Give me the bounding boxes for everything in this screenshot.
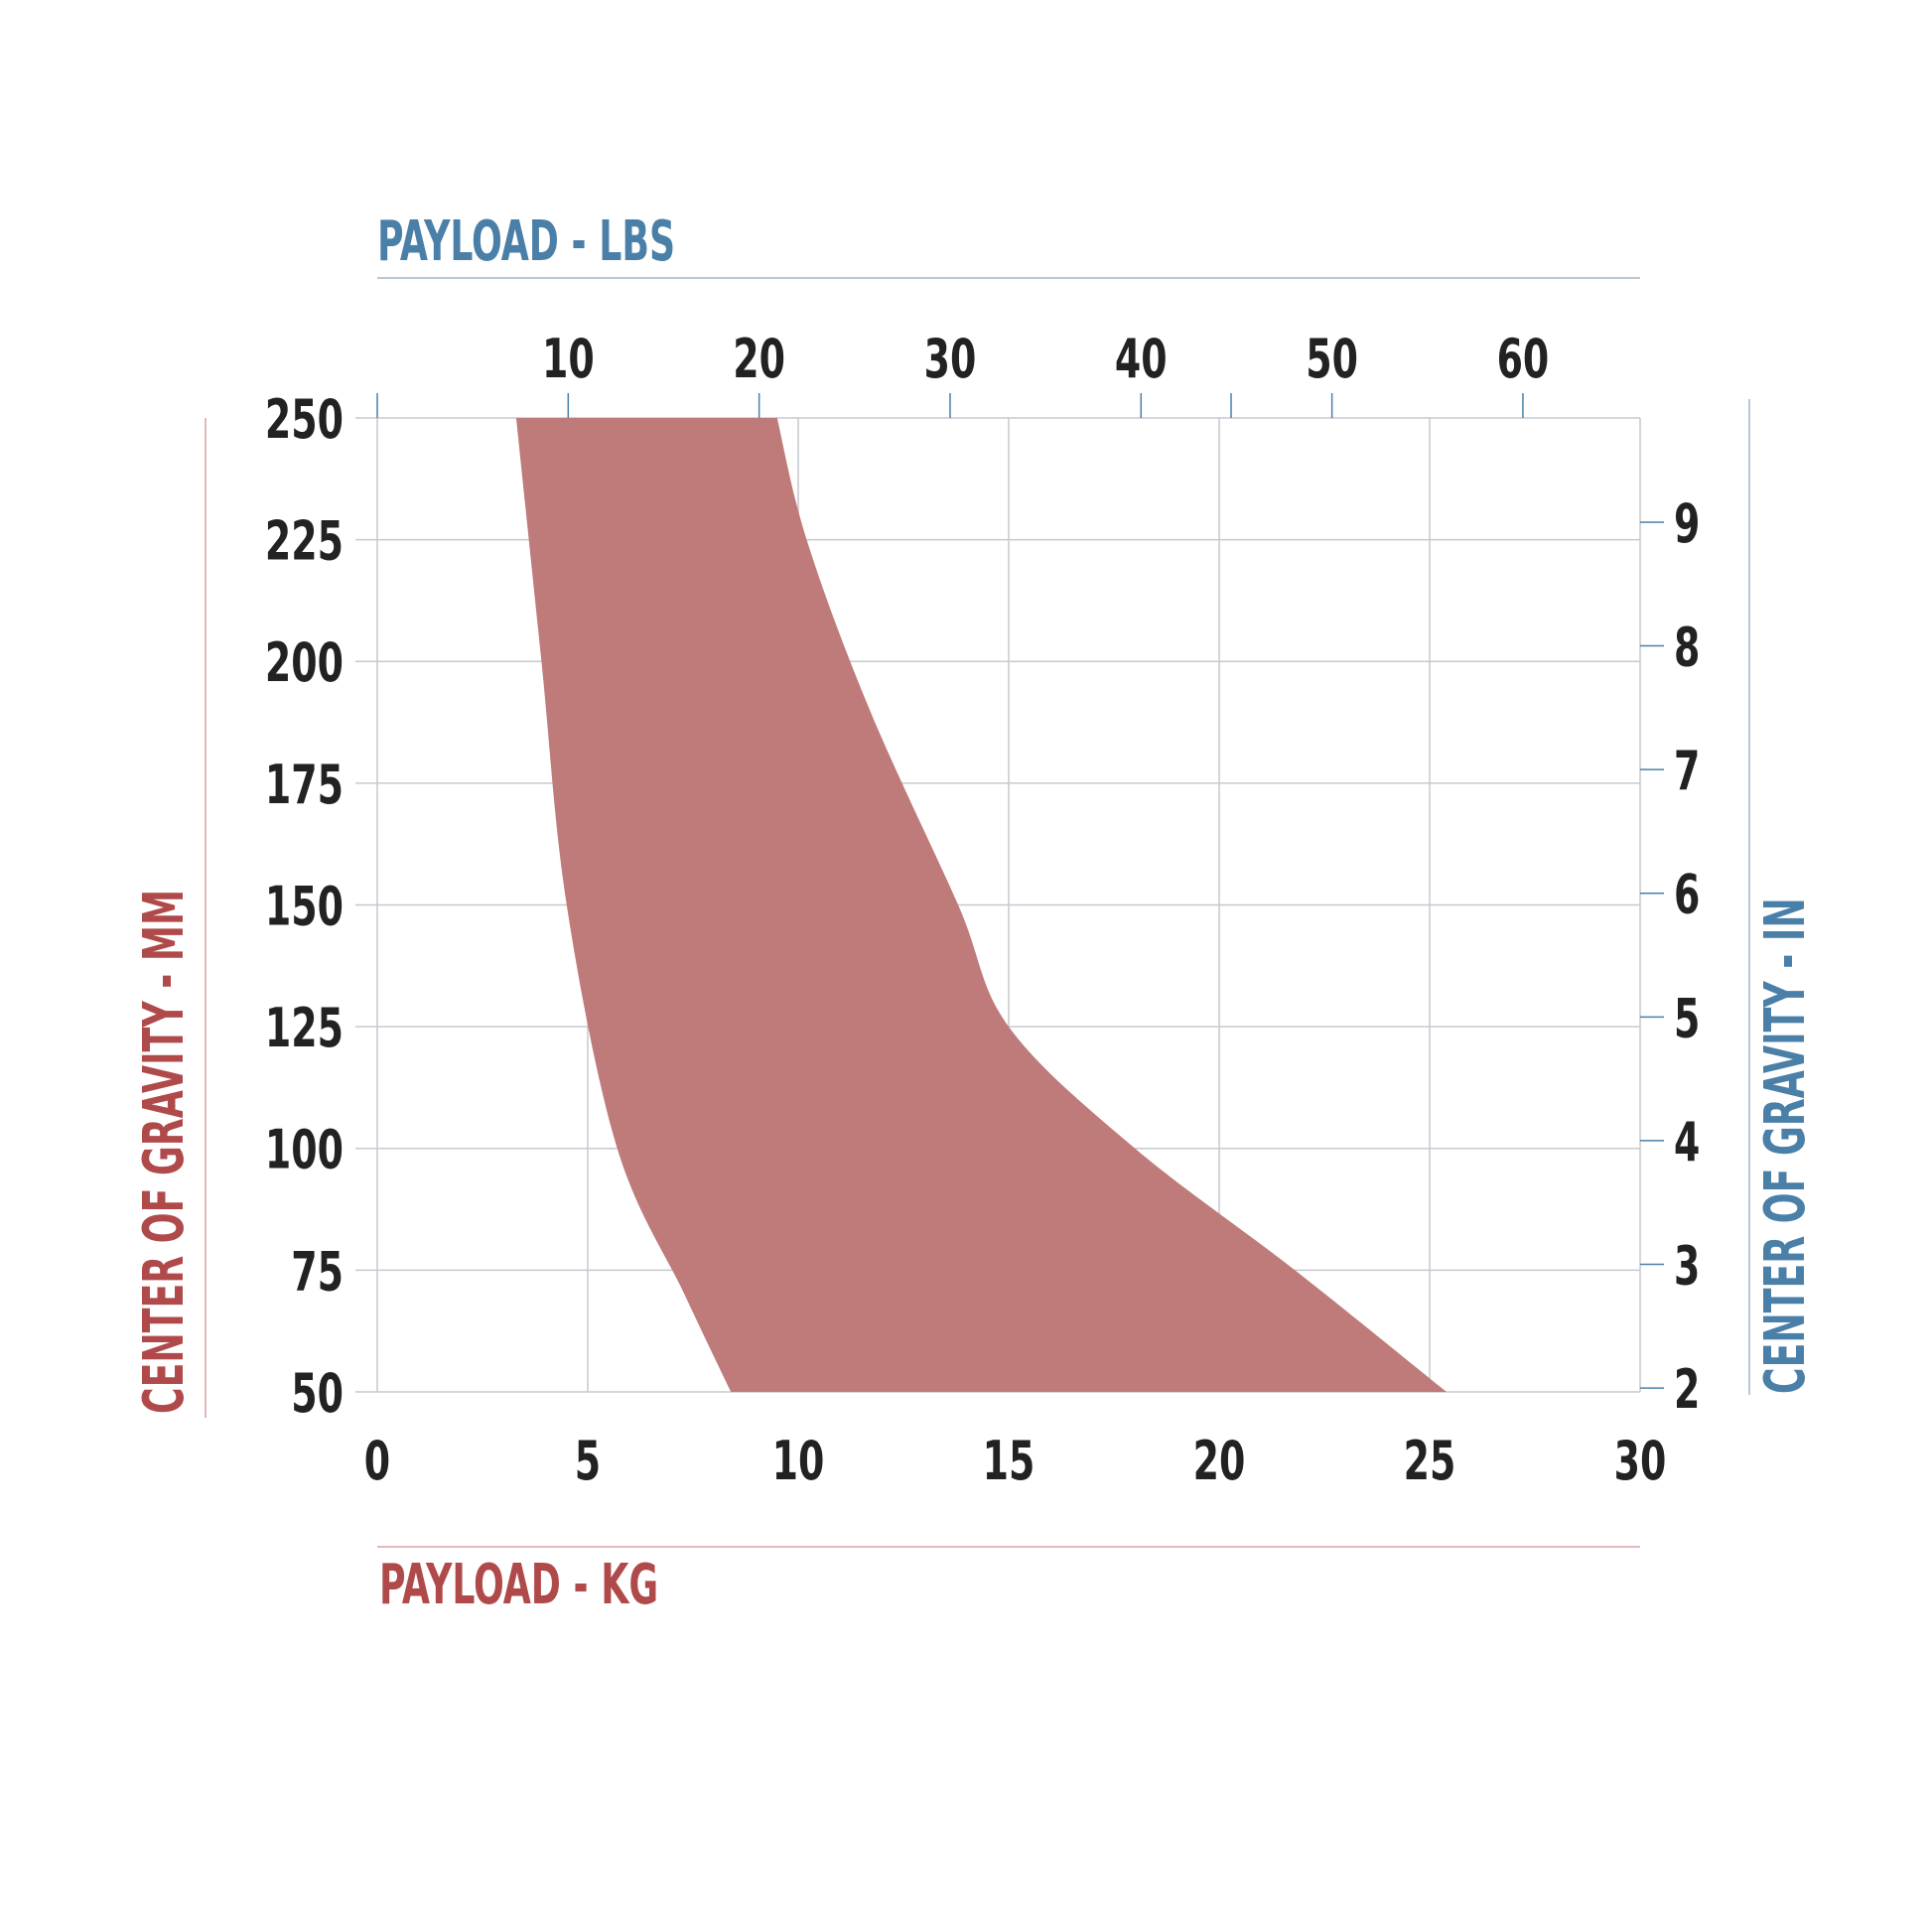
x-primary-axis-title: PAYLOAD - KG — [379, 1552, 658, 1616]
x-secondary-tick-label: 10 — [542, 329, 595, 390]
y-secondary-tick-label: 5 — [1674, 988, 1700, 1049]
x-secondary-tick-label: 50 — [1306, 329, 1358, 390]
y-primary-tick-label: 250 — [265, 389, 344, 451]
x-secondary-axis-title: PAYLOAD - LBS — [377, 208, 675, 273]
y-secondary-tick-label: 8 — [1674, 617, 1700, 678]
y-secondary-tick-label: 2 — [1674, 1359, 1700, 1421]
y-primary-tick-label: 175 — [265, 755, 344, 816]
y-secondary-tick-label: 9 — [1674, 493, 1700, 555]
x-primary-tick-label: 25 — [1404, 1431, 1456, 1492]
x-secondary-tick-label: 20 — [733, 329, 785, 390]
y-primary-tick-label: 125 — [265, 998, 344, 1059]
y-secondary-tick-label: 3 — [1674, 1235, 1700, 1297]
x-primary-tick-label: 5 — [575, 1431, 601, 1492]
x-secondary-tick-label: 40 — [1115, 329, 1168, 390]
y-primary-tick-label: 50 — [291, 1363, 344, 1425]
y-secondary-tick-label: 4 — [1674, 1112, 1700, 1173]
y-primary-tick-label: 225 — [265, 511, 344, 573]
payload-band — [515, 418, 1447, 1392]
x-primary-tick-label: 0 — [364, 1431, 390, 1492]
y-primary-tick-label: 75 — [291, 1241, 344, 1303]
x-primary-tick-label: 15 — [983, 1431, 1035, 1492]
x-secondary-tick-label: 30 — [924, 329, 977, 390]
y-secondary-axis-title: CENTER OF GRAVITY - IN — [1752, 897, 1817, 1394]
x-secondary-tick-label: 60 — [1497, 329, 1550, 390]
y-primary-axis-title: CENTER OF GRAVITY - MM — [131, 890, 196, 1414]
payload-area — [515, 418, 1447, 1392]
y-primary-tick-label: 200 — [265, 632, 344, 694]
x-primary-tick-label: 20 — [1193, 1431, 1246, 1492]
y-primary-tick-label: 100 — [265, 1120, 344, 1181]
axis-titles: PAYLOAD - LBS PAYLOAD - KG CENTER OF GRA… — [131, 208, 1817, 1616]
y-primary-tick-label: 150 — [265, 876, 344, 937]
y-secondary-tick-label: 7 — [1674, 741, 1700, 802]
x-primary-tick-label: 10 — [772, 1431, 825, 1492]
x-primary-tick-label: 30 — [1614, 1431, 1667, 1492]
y-secondary-tick-label: 6 — [1674, 865, 1700, 926]
